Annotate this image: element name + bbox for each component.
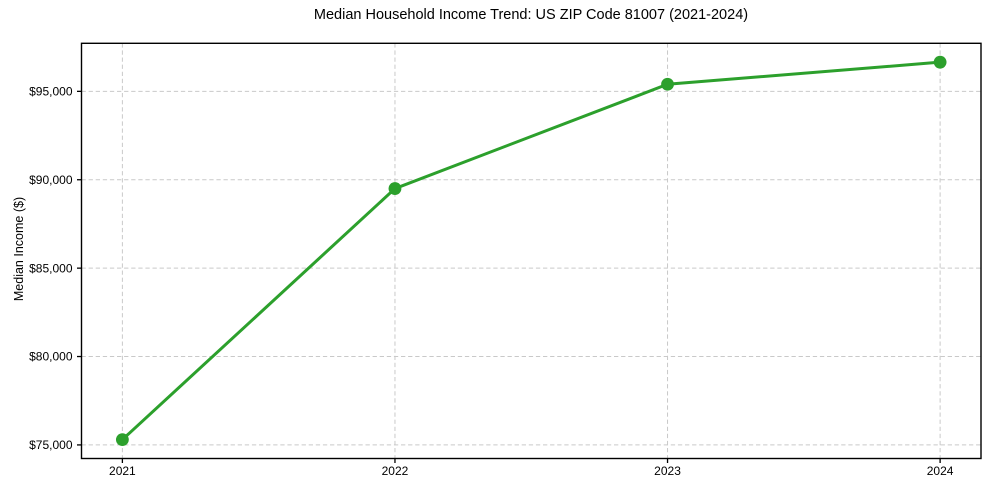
- data-point: [933, 55, 947, 69]
- chart-title: Median Household Income Trend: US ZIP Co…: [313, 7, 749, 23]
- x-tick-label: 2021: [109, 464, 136, 478]
- x-tick-label: 2022: [382, 464, 409, 478]
- x-tick-label: 2024: [927, 464, 954, 478]
- data-point: [661, 77, 674, 91]
- y-tick-label: $85,000: [29, 261, 73, 275]
- y-tick-label: $75,000: [29, 438, 73, 452]
- y-axis-label: Median Income ($): [12, 196, 26, 302]
- data-point: [115, 433, 129, 447]
- y-tick-label: $80,000: [29, 350, 73, 364]
- data-point: [388, 182, 402, 195]
- y-tick-label: $95,000: [29, 85, 73, 99]
- trend-line: [120, 60, 942, 442]
- y-tick-label: $90,000: [29, 173, 73, 187]
- x-tick-label: 2023: [654, 464, 681, 478]
- plot-border: [80, 42, 982, 460]
